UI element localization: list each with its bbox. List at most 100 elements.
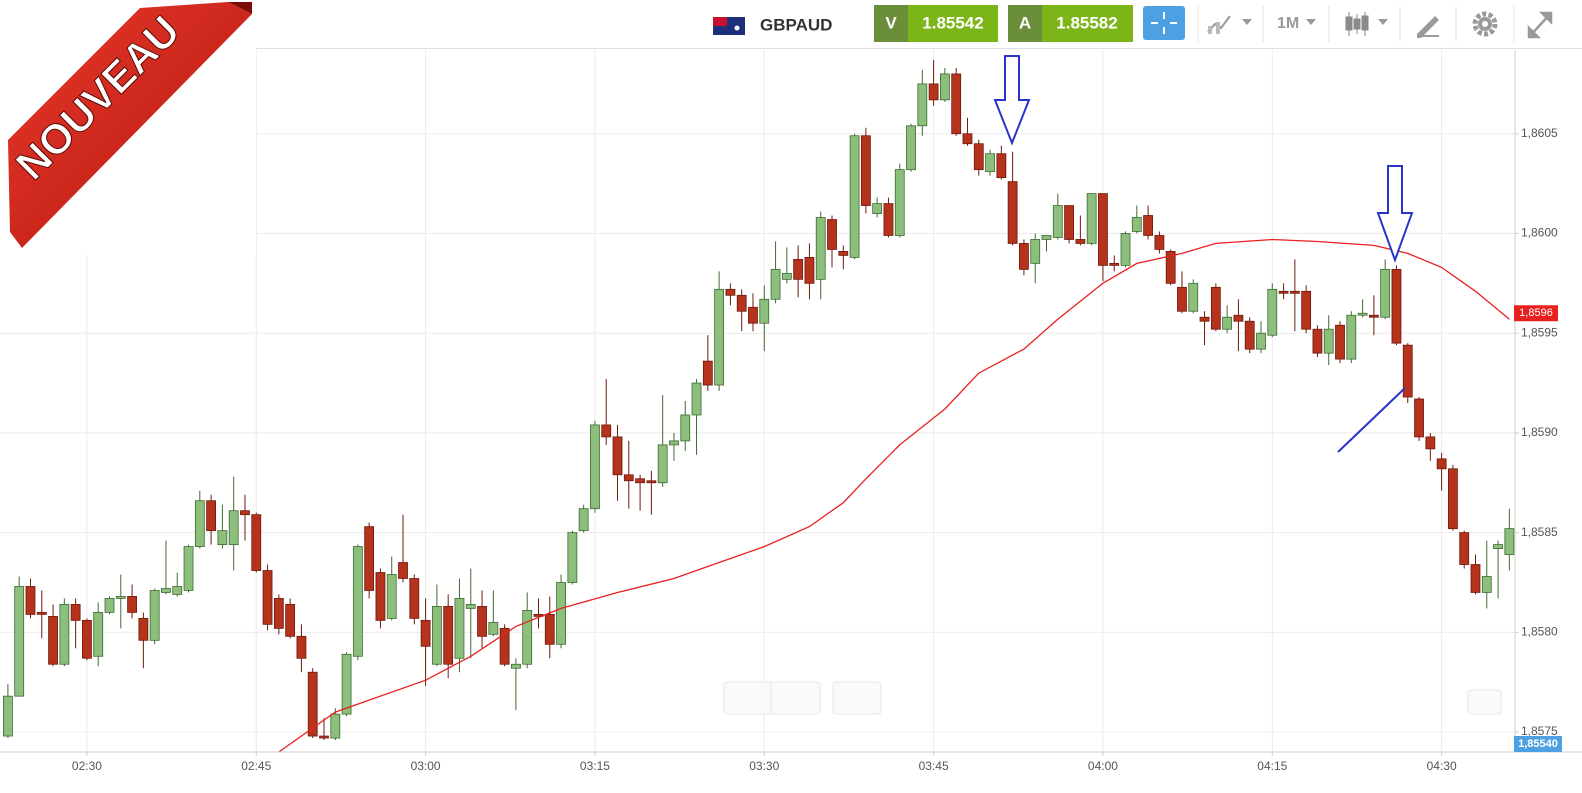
- trend-line: [1337, 387, 1406, 453]
- candle-body: [1120, 233, 1131, 266]
- candle-body: [454, 598, 465, 659]
- candle-body: [138, 617, 149, 641]
- candle-body: [330, 713, 341, 739]
- badge: NOUVEAU: [0, 0, 256, 255]
- y-tick-label: 1,8600: [1521, 226, 1558, 240]
- candle-body: [1064, 205, 1074, 240]
- ma-price-label: 1,8596: [1519, 307, 1553, 319]
- x-tick-label: 02:30: [72, 759, 102, 773]
- candle-body: [883, 203, 894, 236]
- candle-body: [1177, 286, 1187, 312]
- candle-body: [578, 508, 589, 532]
- fullscreen-icon[interactable]: [1527, 11, 1553, 39]
- scroll-button[interactable]: [1467, 689, 1502, 715]
- candle-body: [375, 572, 386, 621]
- candle-body: [1256, 332, 1266, 350]
- candle-body: [1019, 243, 1029, 270]
- candle-body: [319, 735, 329, 739]
- candle-body: [1098, 193, 1108, 266]
- candle-body: [680, 414, 691, 442]
- candle-body: [973, 143, 984, 171]
- zoom-button[interactable]: [723, 681, 821, 715]
- candle-body: [364, 526, 375, 591]
- candle-body: [386, 574, 397, 619]
- candle-body: [296, 635, 307, 659]
- candle-body: [3, 695, 13, 737]
- candle-body: [996, 153, 1007, 179]
- candle-body: [1278, 290, 1289, 294]
- draw-icon[interactable]: [1417, 16, 1439, 38]
- candle-body: [691, 382, 702, 416]
- candle-body: [1335, 324, 1345, 360]
- settings-icon[interactable]: [1472, 11, 1498, 37]
- candle-body: [398, 562, 408, 579]
- candle-body: [477, 606, 487, 637]
- x-tick-label: 03:30: [749, 759, 779, 773]
- candle-body: [14, 586, 25, 697]
- candle-body: [420, 619, 431, 647]
- candle-body: [217, 530, 228, 545]
- candle-body: [872, 203, 883, 214]
- crosshair-icon: [1151, 12, 1177, 34]
- candle-body: [770, 268, 781, 300]
- candle-body: [1414, 398, 1424, 438]
- candle-body: [1357, 312, 1368, 316]
- candle-body: [82, 619, 92, 659]
- reset-button[interactable]: [832, 681, 882, 715]
- price-tag: 1,85540: [1518, 738, 1558, 750]
- buy-price-box[interactable]: [1042, 5, 1133, 42]
- candle-body: [443, 606, 454, 665]
- buy-label-box[interactable]: [1008, 5, 1042, 42]
- candle-body: [567, 532, 578, 583]
- candle-body: [93, 611, 104, 657]
- y-tick-label: 1,8595: [1521, 325, 1558, 339]
- price-tag-box: [1514, 736, 1562, 752]
- candle-body: [860, 135, 871, 206]
- candle-body: [1086, 193, 1097, 244]
- chart-controls: [723, 681, 1502, 715]
- candle-body: [183, 546, 194, 591]
- x-tick-label: 02:45: [241, 759, 271, 773]
- crosshair-button[interactable]: [1143, 6, 1185, 40]
- sell-label-box[interactable]: [874, 5, 908, 42]
- candle-body: [1222, 316, 1233, 330]
- sell-price-box[interactable]: [908, 5, 998, 42]
- candle-body: [917, 83, 928, 127]
- candle-body: [352, 546, 363, 657]
- candle-body: [1289, 290, 1300, 294]
- candle-body: [1143, 215, 1154, 236]
- candle-body: [36, 611, 47, 615]
- candle-body: [499, 627, 510, 665]
- x-tick-label: 04:30: [1427, 759, 1457, 773]
- candle-body: [1267, 288, 1278, 336]
- candle-body: [149, 590, 160, 641]
- candle-body: [906, 125, 916, 171]
- candle-body: [1041, 235, 1052, 240]
- plot-area: [3, 59, 1515, 752]
- x-tick-label: 03:00: [411, 759, 441, 773]
- indicator-icon[interactable]: [1207, 15, 1231, 34]
- x-tick-label: 04:15: [1257, 759, 1287, 773]
- candle-body: [240, 510, 250, 516]
- candle-body: [623, 474, 634, 482]
- candle-body: [1052, 205, 1063, 238]
- candle-body: [781, 272, 792, 280]
- dropdown-caret: [1378, 19, 1388, 25]
- candle-body: [1109, 262, 1120, 266]
- candle-body: [1199, 316, 1210, 322]
- candle-body: [1312, 328, 1323, 354]
- candle-body: [1188, 282, 1199, 312]
- candle-body: [172, 586, 183, 595]
- candle-body: [1402, 344, 1413, 398]
- candle-body: [488, 621, 499, 635]
- sell-label: V: [885, 13, 897, 32]
- candle-body: [725, 288, 736, 296]
- candle-body: [1131, 217, 1142, 232]
- chart-type-icon[interactable]: [1345, 12, 1369, 36]
- timeframe[interactable]: 1M: [1277, 15, 1299, 32]
- y-tick-label: 1,8575: [1521, 724, 1558, 738]
- dropdown-caret: [1242, 19, 1252, 25]
